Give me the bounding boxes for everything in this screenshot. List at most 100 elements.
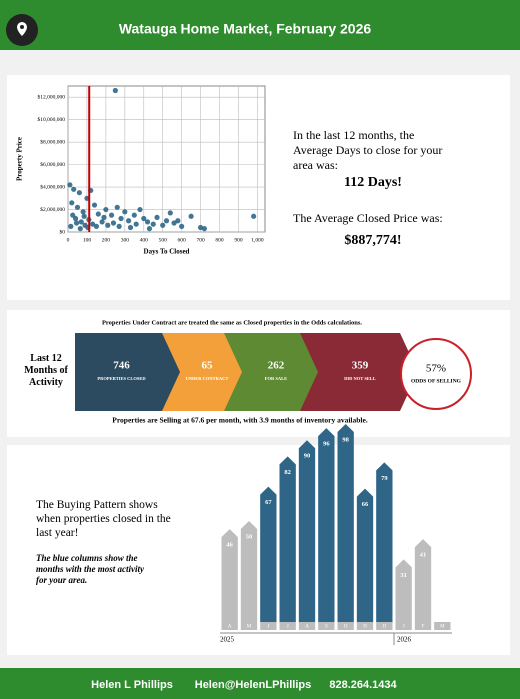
pattern-note: The blue columns show the months with th…	[36, 553, 145, 585]
year-label: 2026	[397, 636, 412, 644]
point	[171, 220, 177, 226]
stage-label: FOR SALE	[265, 376, 287, 381]
x-tick-label: O	[344, 625, 348, 630]
point	[70, 212, 76, 218]
point	[163, 218, 170, 224]
point	[179, 223, 185, 229]
point	[144, 219, 151, 225]
bar	[298, 440, 316, 622]
stage-label: PROPERTIES CLOSED	[97, 376, 146, 381]
point	[137, 206, 143, 213]
x-tick-label: 800	[215, 237, 224, 243]
pattern-text: The Buying Pattern shows when properties…	[36, 499, 171, 539]
month-strip	[395, 622, 412, 630]
footer-bar	[0, 668, 520, 699]
x-tick-label: J	[403, 625, 405, 630]
point	[150, 221, 156, 227]
bar-label: 50	[246, 533, 253, 540]
title: Watauga Home Market, February 2026	[119, 21, 372, 37]
x-tick-label: N	[363, 625, 367, 630]
y-tick-label: $2,000,000	[40, 206, 65, 213]
point	[133, 221, 139, 227]
odds-circle	[400, 338, 472, 410]
point	[105, 222, 111, 228]
pin-hole	[20, 25, 24, 29]
point	[201, 226, 207, 232]
month-strip	[318, 622, 335, 630]
x-tick-label: J	[267, 625, 269, 630]
point	[251, 213, 257, 219]
x-axis-title: Days To Closed	[144, 248, 190, 256]
footer-name: Helen L Phillips	[91, 679, 173, 691]
point	[91, 202, 98, 208]
point	[68, 223, 74, 229]
point	[81, 213, 87, 219]
month-strip	[356, 622, 374, 630]
x-tick-label: 600	[178, 237, 187, 243]
x-tick-label: A	[228, 625, 232, 630]
month-strip	[221, 622, 238, 630]
x-tick-label: 1,000	[251, 237, 264, 243]
price-intro: The Average Closed Price was:	[293, 211, 443, 225]
stage-shape	[75, 333, 186, 411]
month-strip	[434, 622, 451, 630]
point	[78, 219, 84, 225]
month-strip	[414, 622, 432, 630]
price-value: $887,774!	[344, 233, 402, 248]
days-intro: In the last 12 months, the Average Days …	[293, 128, 443, 172]
odds-label: ODDS OF SELLING	[411, 378, 462, 384]
bar	[260, 486, 277, 622]
stage-label: UNDER CONTRACT	[186, 376, 229, 381]
y-tick-label: $10,000,000	[38, 116, 66, 123]
stage-value: 262	[268, 360, 285, 372]
bar-label: 79	[381, 475, 388, 482]
bar-label: 82	[284, 469, 291, 476]
bar	[395, 559, 412, 622]
point	[116, 223, 122, 229]
plot-area	[67, 85, 266, 233]
month-strip	[260, 622, 277, 630]
x-tick-label: 900	[234, 237, 243, 243]
point	[110, 220, 117, 226]
bar-label: 41	[420, 552, 427, 559]
stage-shape	[162, 333, 250, 411]
year-label: 2025	[220, 636, 235, 644]
x-tick-label: M	[247, 625, 252, 630]
point	[118, 215, 124, 222]
point	[146, 226, 153, 232]
x-tick-label: 200	[102, 237, 111, 243]
x-tick-label: 400	[140, 237, 149, 243]
odds-value: 57%	[426, 363, 446, 375]
header-bar	[0, 0, 520, 50]
bottom-note: Properties are Selling at 67.6 per month…	[112, 416, 368, 425]
x-tick-label: 500	[159, 237, 168, 243]
bar	[279, 456, 296, 622]
point	[76, 190, 82, 196]
bar-label: 66	[362, 501, 369, 508]
bar	[240, 521, 258, 622]
footer-phone: 828.264.1434	[329, 679, 397, 691]
bar-label: 90	[304, 453, 311, 460]
bar-label: 31	[400, 572, 407, 579]
point	[167, 210, 173, 216]
bar	[318, 428, 335, 622]
y-tick-label: $12,000,000	[38, 93, 66, 100]
point	[80, 209, 86, 215]
x-tick-label: 0	[67, 237, 70, 243]
stage-label: DID NOT SELL	[344, 376, 376, 381]
point	[108, 212, 115, 218]
point	[74, 204, 81, 210]
month-strip	[337, 622, 354, 630]
x-tick-label: S	[325, 625, 328, 630]
stage-shape	[224, 333, 326, 411]
point	[77, 226, 83, 232]
days-value: 112 Days!	[344, 175, 402, 190]
point	[69, 200, 75, 206]
y-tick-label: $8,000,000	[40, 138, 65, 145]
point	[73, 220, 80, 226]
point	[114, 204, 120, 210]
month-strip	[240, 622, 258, 630]
point	[112, 87, 118, 94]
